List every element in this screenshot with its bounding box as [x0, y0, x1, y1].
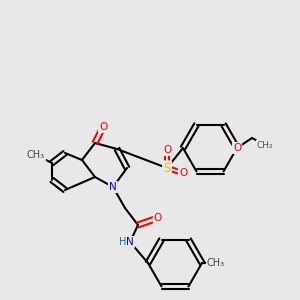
Text: CH₃: CH₃ — [207, 258, 225, 268]
Text: CH₂: CH₂ — [257, 140, 273, 149]
Text: N: N — [109, 182, 117, 192]
Text: S: S — [163, 161, 171, 175]
Text: O: O — [179, 168, 187, 178]
Text: H: H — [119, 237, 127, 247]
Text: O: O — [233, 143, 241, 153]
Text: CH₃: CH₃ — [27, 150, 45, 160]
Text: N: N — [126, 237, 134, 247]
Text: O: O — [154, 213, 162, 223]
Text: O: O — [99, 122, 107, 132]
Text: O: O — [163, 145, 171, 155]
